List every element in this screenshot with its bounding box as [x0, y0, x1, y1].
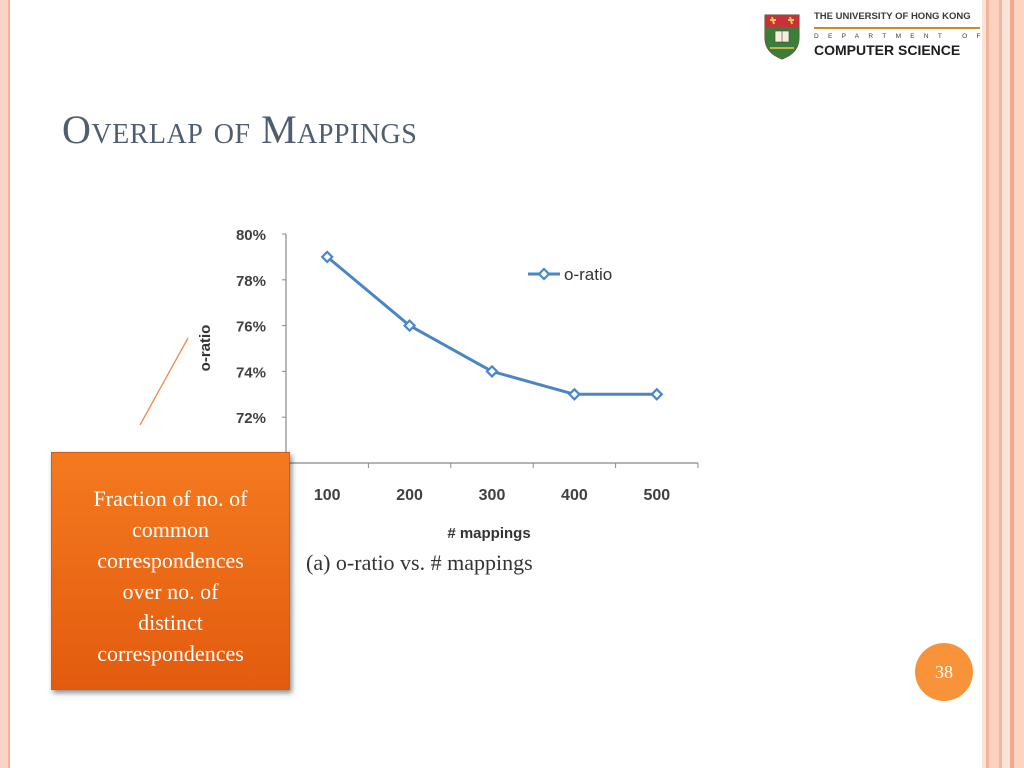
y-tick-label: 74%	[236, 364, 266, 381]
y-tick-label: 80%	[236, 227, 266, 244]
data-point-marker	[485, 364, 499, 378]
data-point-marker	[567, 387, 581, 401]
page-number-badge: 38	[915, 643, 973, 701]
chart-caption: (a) o-ratio vs. # mappings	[306, 550, 533, 575]
y-tick-label: 76%	[236, 319, 266, 336]
logo-rule	[814, 27, 980, 29]
logo-university-name: THE UNIVERSITY OF HONG KONG	[814, 11, 971, 22]
callout-line-1: common	[132, 517, 209, 542]
y-axis-title: o-ratio	[197, 325, 214, 372]
y-tick-label: 72%	[236, 410, 266, 427]
callout-line-3: over no. of	[122, 579, 219, 604]
university-crest-icon	[764, 14, 800, 60]
callout-text: Fraction of no. of common correspondences o…	[52, 483, 289, 669]
x-tick-label: 100	[314, 487, 341, 504]
data-point-marker	[650, 387, 664, 401]
callout-box: Fraction of no. of common correspondences o…	[51, 452, 290, 690]
callout-line-2: correspondences	[97, 548, 244, 573]
x-axis-title: # mappings	[447, 525, 530, 542]
right-border	[982, 0, 1024, 768]
legend-marker	[537, 267, 551, 281]
x-tick-label: 300	[479, 487, 506, 504]
x-tick-label: 500	[643, 487, 670, 504]
logo-department-name: COMPUTER SCIENCE	[814, 42, 961, 58]
x-tick-label: 400	[561, 487, 588, 504]
logo-department-label: DEPARTMENT OF	[814, 33, 990, 40]
y-tick-label: 78%	[236, 273, 266, 290]
left-border	[0, 0, 10, 768]
callout-line-5: correspondences	[97, 641, 244, 666]
callout-line-4: distinct	[138, 610, 203, 635]
callout-line-0: Fraction of no. of	[93, 486, 248, 511]
data-point-marker	[403, 319, 417, 333]
x-tick-label: 200	[396, 487, 423, 504]
legend-label: o-ratio	[564, 265, 612, 284]
slide-title: Overlap of Mappings	[62, 107, 418, 152]
data-point-marker	[320, 250, 334, 264]
o-ratio-line-chart: 72% 74% 76% 78% 80% 100 200 300 400 500 # mappings…	[197, 227, 699, 575]
